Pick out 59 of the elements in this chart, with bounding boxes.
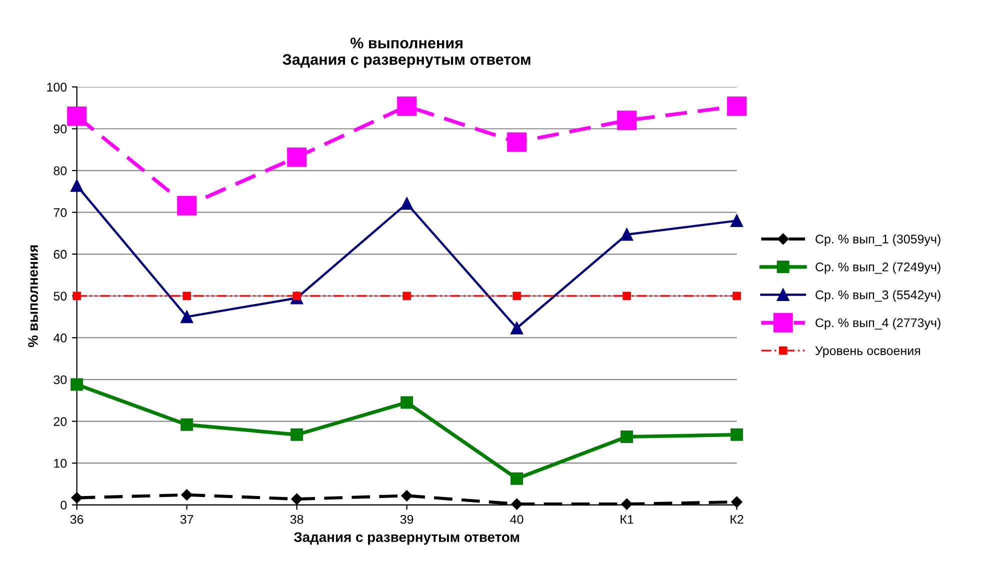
point: [72, 292, 81, 300]
x-tick-label: 36: [70, 514, 84, 524]
point: [511, 498, 522, 510]
x-tick-label: 37: [180, 514, 194, 524]
point: [510, 322, 524, 334]
point: [620, 228, 634, 241]
point: [401, 490, 412, 502]
point: [177, 196, 197, 216]
legend-label: Ср. % вып_4 (2773уч): [816, 318, 940, 330]
y-tick-label: 0: [60, 500, 67, 510]
point: [290, 428, 304, 441]
point: [622, 292, 631, 300]
point: [71, 492, 82, 504]
y-tick-label: 60: [54, 250, 67, 259]
legend-label: Ср. % вып_3 (5542уч): [816, 290, 940, 302]
point: [510, 472, 524, 485]
y-tick-label: 40: [53, 334, 67, 342]
point: [181, 489, 192, 500]
y-tick-label: 100: [47, 82, 67, 92]
point: [180, 310, 194, 324]
point: [291, 493, 302, 505]
x-axis-title: Задания с развернутым ответом: [294, 532, 520, 545]
point: [70, 179, 84, 192]
y-tick-label: 20: [54, 417, 67, 426]
y-tick-label: 30: [54, 375, 67, 384]
legend-label: Ср. % вып_1 (3059уч): [816, 234, 940, 246]
y-tick-label: 10: [54, 458, 67, 468]
chart-title: % выполнения Задания с развернутым ответом: [282, 38, 530, 68]
x-tick-label: К2: [730, 514, 744, 524]
point: [400, 197, 414, 210]
point: [731, 496, 742, 508]
point: [182, 292, 191, 300]
point: [70, 378, 84, 391]
legend-label: Ср. % вып_2 (7249уч): [816, 262, 940, 274]
point: [730, 428, 744, 441]
legend-label: Уровень освоения: [815, 346, 920, 358]
y-tick-label: 70: [54, 208, 67, 217]
point: [397, 96, 417, 116]
point: [617, 110, 637, 130]
point: [732, 292, 741, 300]
x-tick-label: 39: [400, 514, 414, 524]
point: [730, 214, 744, 227]
point: [727, 96, 747, 116]
point: [507, 132, 527, 152]
point: [621, 498, 632, 510]
x-tick-label: 38: [290, 514, 304, 524]
point: [402, 292, 411, 300]
point: [400, 396, 414, 409]
y-tick-label: 90: [54, 124, 67, 134]
y-axis-title: % выполнения: [28, 245, 38, 348]
point: [620, 430, 634, 444]
x-tick-label: К1: [620, 515, 634, 524]
point: [67, 106, 87, 126]
x-tick-label: 40: [510, 514, 524, 524]
point: [512, 292, 521, 300]
y-tick-label: 80: [54, 166, 67, 176]
point: [287, 147, 307, 167]
y-tick-label: 50: [54, 292, 67, 301]
point: [180, 418, 194, 431]
